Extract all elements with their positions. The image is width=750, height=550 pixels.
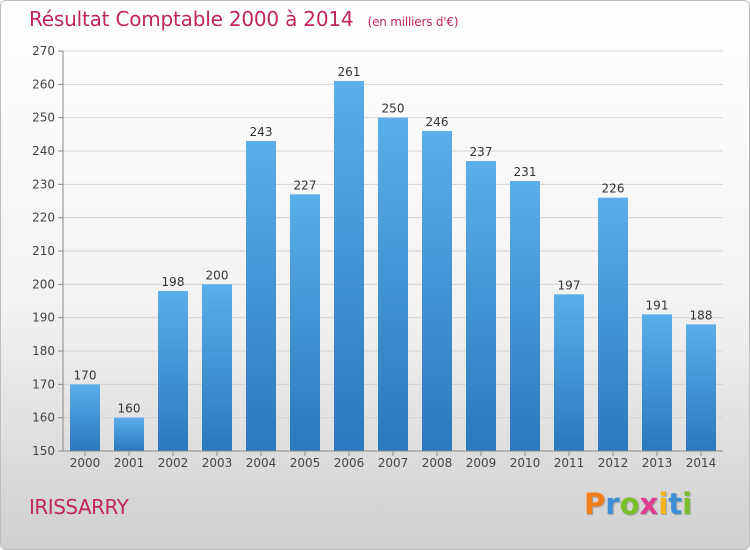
x-tick-label: 2000 (70, 456, 101, 470)
y-tick-label: 170 (32, 377, 55, 391)
x-tick-label: 2009 (466, 456, 497, 470)
bar-value-label: 170 (74, 368, 97, 382)
logo-letter: i (658, 487, 669, 521)
bar-value-label: 197 (558, 278, 581, 292)
bars-layer: 170 160 198 200 243 227 261 250 246 237 231 197 226 1… (70, 65, 716, 452)
y-tick-label: 180 (32, 344, 55, 358)
logo-letter: t (668, 487, 683, 521)
bar-value-label: 227 (294, 178, 317, 192)
logo-letter: P (584, 487, 606, 521)
y-tick-label: 160 (32, 411, 55, 425)
y-tick-label: 200 (32, 277, 55, 291)
y-tick-label: 250 (32, 111, 55, 125)
bar (70, 384, 100, 451)
x-tick-label: 2006 (334, 456, 365, 470)
y-tick-label: 240 (32, 144, 55, 158)
y-tick-label: 230 (32, 177, 55, 191)
chart-subtitle: (en milliers d'€) (367, 15, 459, 29)
logo-letter: i (682, 487, 693, 521)
bar-value-label: 246 (426, 115, 449, 129)
bar (642, 314, 672, 451)
bar (686, 324, 716, 451)
bar (334, 81, 364, 451)
y-tick-label: 220 (32, 211, 55, 225)
proxiti-logo: Proxiti (584, 487, 692, 521)
chart-title: Résultat Comptable 2000 à 2014 (en milli… (29, 7, 459, 31)
bar-value-label: 231 (514, 165, 537, 179)
bar (598, 197, 628, 451)
bar-value-label: 250 (382, 102, 405, 116)
x-tick-label: 2013 (642, 456, 673, 470)
logo-letter: o (619, 487, 640, 521)
bar-value-label: 261 (338, 65, 361, 79)
bar (422, 131, 452, 451)
x-tick-label: 2001 (114, 456, 145, 470)
bar-value-label: 237 (470, 145, 493, 159)
bar-value-label: 226 (602, 182, 625, 196)
bar (378, 117, 408, 452)
bar (290, 194, 320, 452)
x-tick-label: 2002 (158, 456, 189, 470)
bar-value-label: 200 (206, 268, 229, 282)
x-tick-label: 2004 (246, 456, 277, 470)
y-tick-label: 210 (32, 244, 55, 258)
bar (114, 417, 144, 451)
bar-value-label: 160 (118, 402, 141, 416)
logo-letter: r (605, 487, 620, 521)
bar-value-label: 198 (162, 275, 185, 289)
bar-value-label: 191 (646, 298, 669, 312)
bar-value-label: 188 (690, 308, 713, 322)
bar (202, 284, 232, 451)
bar-value-label: 243 (250, 125, 273, 139)
bar (510, 181, 540, 451)
y-tick-label: 270 (32, 44, 55, 58)
x-tick-label: 2010 (510, 456, 541, 470)
y-tick-label: 190 (32, 311, 55, 325)
x-tick-label: 2014 (686, 456, 717, 470)
y-tick-label: 150 (32, 444, 55, 458)
x-tick-label: 2011 (554, 456, 585, 470)
bar (158, 291, 188, 451)
axis-layer: 150 160 170 180 190 200 210 220 230 240 250 260 270 2… (32, 44, 723, 470)
town-name: IRISSARRY (29, 495, 129, 519)
x-tick-label: 2007 (378, 456, 409, 470)
bar (466, 161, 496, 451)
y-tick-label: 260 (32, 77, 55, 91)
x-tick-label: 2003 (202, 456, 233, 470)
x-tick-label: 2008 (422, 456, 453, 470)
logo-letter: x (639, 487, 659, 521)
bar (554, 294, 584, 451)
chart-title-text: Résultat Comptable 2000 à 2014 (29, 7, 354, 31)
x-tick-label: 2012 (598, 456, 629, 470)
x-tick-label: 2005 (290, 456, 321, 470)
bar (246, 141, 276, 451)
